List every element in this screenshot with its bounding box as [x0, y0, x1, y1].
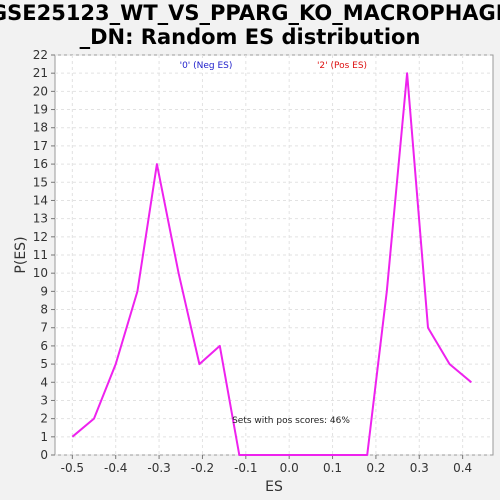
y-tick-label: 22: [33, 48, 48, 62]
y-tick-label: 16: [33, 157, 48, 171]
x-axis-ticks: -0.5 -0.4 -0.3 -0.2 -0.1 0.0 0.1 0.2 0.3 0.4: [61, 455, 472, 475]
x-tick-label: 0.4: [453, 461, 472, 475]
y-tick-label: 14: [33, 193, 48, 207]
x-tick-label: 0.0: [280, 461, 299, 475]
y-tick-label: 15: [33, 175, 48, 189]
series-layer: [71, 72, 472, 456]
legend-neg-es: '0' (Neg ES): [180, 61, 233, 71]
x-tick-label: -0.5: [61, 461, 84, 475]
chart-title-line2: _DN: Random ES distribution: [80, 25, 421, 49]
y-tick-label: 5: [40, 357, 48, 371]
y-tick-label: 0: [40, 448, 48, 462]
y-tick-label: 11: [33, 248, 48, 262]
series-line: [71, 72, 472, 456]
y-axis-label: P(ES): [13, 236, 29, 273]
y-tick-label: 2: [40, 412, 48, 426]
y-tick-label: 17: [33, 139, 48, 153]
y-tick-label: 12: [33, 230, 48, 244]
y-tick-label: 3: [40, 393, 48, 407]
y-tick-label: 1: [40, 430, 48, 444]
y-tick-label: 7: [40, 321, 48, 335]
x-tick-label: -0.1: [234, 461, 257, 475]
x-tick-label: -0.2: [191, 461, 214, 475]
chart-title-line1: GSE25123_WT_VS_PPARG_KO_MACROPHAGE: [0, 1, 500, 25]
y-tick-label: 20: [33, 84, 48, 98]
y-tick-label: 8: [40, 303, 48, 317]
y-tick-label: 19: [33, 103, 48, 117]
grid: [55, 54, 493, 456]
y-tick-label: 6: [40, 339, 48, 353]
x-tick-label: 0.2: [366, 461, 385, 475]
pos-scores-annotation: Sets with pos scores: 46%: [232, 416, 350, 426]
y-tick-label: 21: [33, 66, 48, 80]
x-tick-label: -0.4: [104, 461, 127, 475]
x-axis-label: ES: [265, 479, 283, 495]
x-tick-label: 0.1: [323, 461, 342, 475]
x-tick-label: 0.3: [410, 461, 429, 475]
y-tick-label: 18: [33, 121, 48, 135]
y-tick-label: 13: [33, 212, 48, 226]
y-tick-label: 9: [40, 284, 48, 298]
y-tick-label: 10: [33, 266, 48, 280]
x-tick-label: -0.3: [147, 461, 170, 475]
y-tick-label: 4: [40, 375, 48, 389]
legend-pos-es: '2' (Pos ES): [317, 61, 367, 71]
